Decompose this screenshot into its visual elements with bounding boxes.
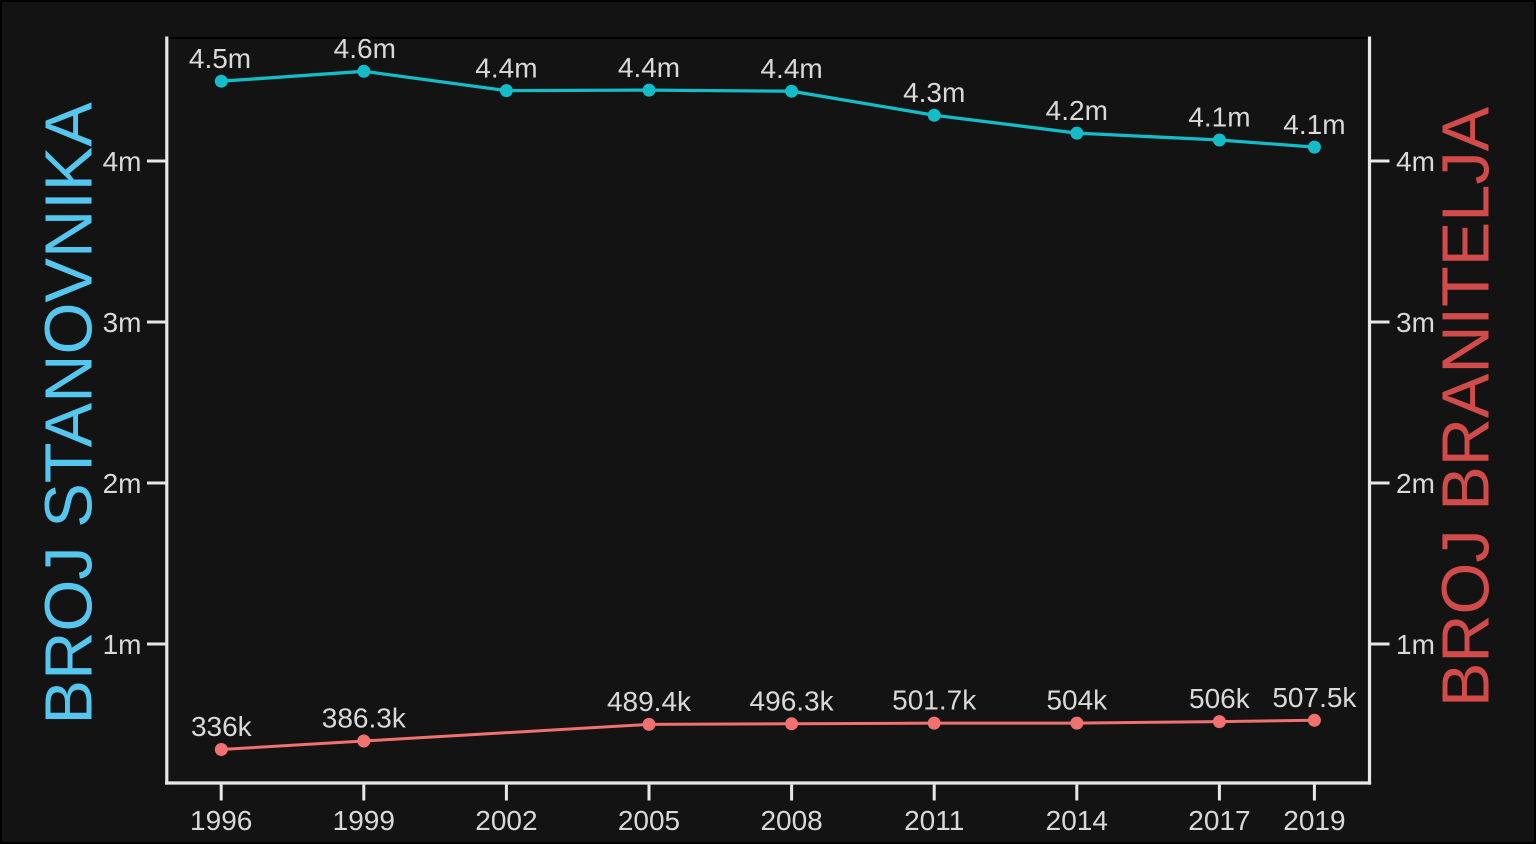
svg-text:2002: 2002 bbox=[475, 805, 537, 836]
svg-text:2019: 2019 bbox=[1283, 805, 1345, 836]
svg-text:4m: 4m bbox=[103, 146, 142, 177]
svg-text:4.4m: 4.4m bbox=[760, 53, 822, 84]
svg-text:1m: 1m bbox=[1396, 629, 1435, 660]
svg-text:507.5k: 507.5k bbox=[1272, 682, 1357, 713]
svg-text:4.6m: 4.6m bbox=[334, 33, 396, 64]
svg-text:2m: 2m bbox=[103, 468, 142, 499]
svg-text:2005: 2005 bbox=[618, 805, 680, 836]
svg-text:504k: 504k bbox=[1046, 685, 1108, 716]
svg-text:2m: 2m bbox=[1396, 468, 1435, 499]
svg-text:4.4m: 4.4m bbox=[475, 52, 537, 83]
svg-text:2008: 2008 bbox=[760, 805, 822, 836]
svg-text:BROJ STANOVNIKA: BROJ STANOVNIKA bbox=[33, 102, 107, 725]
svg-text:506k: 506k bbox=[1189, 683, 1251, 714]
svg-text:1m: 1m bbox=[103, 629, 142, 660]
svg-text:4.3m: 4.3m bbox=[903, 77, 965, 108]
svg-text:496.3k: 496.3k bbox=[750, 685, 835, 716]
svg-text:336k: 336k bbox=[191, 711, 253, 742]
svg-text:4m: 4m bbox=[1396, 146, 1435, 177]
svg-text:3m: 3m bbox=[1396, 307, 1435, 338]
svg-text:1996: 1996 bbox=[190, 805, 252, 836]
svg-text:489.4k: 489.4k bbox=[607, 686, 692, 717]
svg-text:3m: 3m bbox=[103, 307, 142, 338]
svg-text:2017: 2017 bbox=[1188, 805, 1250, 836]
svg-text:BROJ BRANITELJA: BROJ BRANITELJA bbox=[1429, 106, 1503, 707]
svg-text:4.5m: 4.5m bbox=[189, 43, 251, 74]
svg-text:1999: 1999 bbox=[333, 805, 395, 836]
svg-text:4.1m: 4.1m bbox=[1188, 102, 1250, 133]
svg-text:2014: 2014 bbox=[1046, 805, 1108, 836]
svg-text:4.2m: 4.2m bbox=[1046, 95, 1108, 126]
svg-text:4.1m: 4.1m bbox=[1283, 109, 1345, 140]
svg-text:386.3k: 386.3k bbox=[322, 703, 407, 734]
svg-text:2011: 2011 bbox=[904, 805, 964, 836]
svg-text:501.7k: 501.7k bbox=[892, 685, 977, 716]
svg-text:4.4m: 4.4m bbox=[618, 52, 680, 83]
